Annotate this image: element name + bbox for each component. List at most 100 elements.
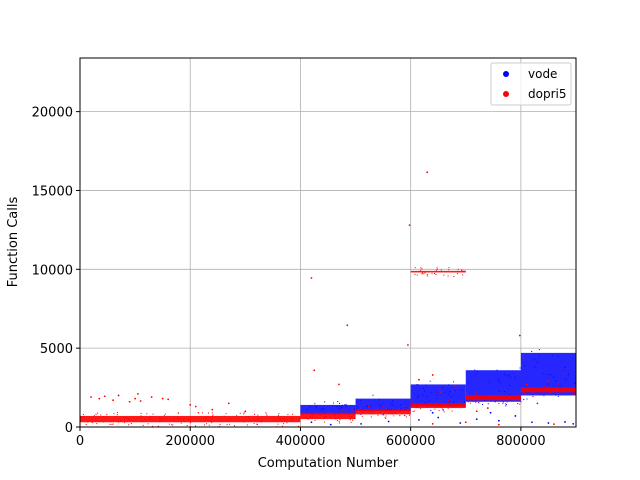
dopri5-outlier-point	[522, 356, 525, 359]
dopri5-point	[439, 399, 441, 401]
dopri5-point	[139, 415, 141, 417]
y-axis-label: Function Calls	[6, 197, 21, 288]
vode-point	[356, 407, 358, 409]
dopri5-outlier-point	[486, 407, 489, 409]
dopri5-point	[436, 267, 438, 269]
vode-point	[339, 405, 341, 407]
dopri5-point	[395, 410, 397, 412]
dopri5-point	[119, 420, 121, 422]
vode-outlier-point	[547, 422, 550, 424]
dopri5-point	[443, 274, 445, 276]
dopri5-outlier-point	[553, 423, 555, 426]
vode-point	[399, 404, 401, 406]
dopri5-point	[353, 410, 355, 412]
dopri5-point	[211, 417, 213, 419]
dopri5-point	[403, 414, 405, 416]
vode-point	[448, 384, 450, 386]
dopri5-point	[524, 393, 526, 395]
vode-point	[517, 403, 519, 405]
dopri5-outlier-point	[194, 405, 197, 408]
vode-point	[345, 403, 347, 405]
dopri5-point	[385, 407, 387, 409]
vode-point	[428, 401, 430, 403]
dopri5-point	[103, 421, 105, 423]
dopri5-point	[204, 424, 206, 426]
dopri5-point	[236, 415, 238, 417]
vode-point	[354, 409, 356, 411]
dopri5-point	[421, 273, 423, 275]
dopri5-point	[461, 270, 463, 272]
dopri5-point	[229, 423, 231, 425]
dopri5-point	[480, 397, 482, 399]
dopri5-point	[440, 400, 442, 402]
vode-point	[382, 414, 384, 416]
vode-point	[391, 408, 393, 410]
dopri5-point	[359, 407, 361, 409]
vode-outlier-point	[531, 421, 533, 424]
dopri5-point	[130, 423, 132, 425]
dopri5-outlier-point	[338, 383, 340, 386]
dopri5-point	[239, 412, 241, 414]
vode-point	[550, 374, 552, 376]
dopri5-outlier-point	[518, 334, 521, 337]
dopri5-point	[177, 412, 179, 414]
dopri5-point	[113, 413, 115, 415]
vode-outlier-point	[437, 416, 440, 419]
dopri5-point	[286, 422, 288, 424]
dopri5-point	[338, 420, 340, 422]
dopri5-point	[414, 267, 416, 269]
vode-point	[378, 403, 380, 405]
vode-density-band	[355, 398, 411, 412]
dopri5-point	[405, 416, 407, 418]
vode-point	[555, 394, 557, 396]
dopri5-point	[336, 420, 338, 422]
dopri5-point	[423, 273, 425, 275]
vode-point	[341, 404, 343, 406]
vode-point	[505, 403, 507, 405]
dopri5-point	[532, 395, 534, 397]
dopri5-point	[509, 392, 511, 394]
dopri5-point	[420, 408, 422, 410]
dopri5-point	[320, 412, 322, 414]
vode-point	[417, 384, 419, 386]
vode-outlier-point	[418, 419, 420, 421]
dopri5-point	[152, 413, 154, 415]
dopri5-point	[97, 412, 99, 414]
dopri5-point	[523, 393, 525, 395]
vode-point	[482, 403, 484, 405]
dopri5-point	[464, 270, 466, 272]
dopri5-point	[420, 269, 422, 271]
dopri5-point	[543, 385, 545, 387]
dopri5-point	[391, 409, 393, 411]
dopri5-point	[142, 424, 144, 426]
vode-point	[338, 407, 340, 409]
dopri5-point	[478, 402, 480, 404]
dopri5-point	[329, 411, 331, 413]
dopri5-point	[334, 414, 336, 416]
dopri5-point	[436, 406, 438, 408]
dopri5-point	[440, 406, 442, 408]
dopri5-point	[184, 421, 186, 423]
dopri5-point	[493, 394, 495, 396]
dopri5-point	[462, 274, 464, 276]
dopri5-point	[248, 416, 250, 418]
vode-point	[487, 403, 489, 405]
vode-point	[533, 358, 535, 360]
dopri5-point	[307, 418, 309, 420]
dopri5-point	[367, 405, 369, 407]
vode-outlier-point	[329, 423, 332, 426]
dopri5-outlier-point	[426, 171, 429, 174]
vode-point	[321, 407, 323, 409]
dopri5-point	[206, 423, 208, 425]
dopri5-point	[265, 412, 267, 414]
dopri5-point	[550, 391, 552, 393]
dopri5-point	[408, 414, 410, 416]
dopri5-point	[558, 389, 560, 391]
vode-point	[316, 405, 318, 407]
dopri5-point	[229, 417, 231, 419]
dopri5-point	[246, 416, 248, 418]
y-tick-label: 10000	[32, 263, 73, 278]
dopri5-point	[377, 407, 379, 409]
dopri5-point	[266, 413, 268, 415]
dopri5-outlier-point	[134, 397, 137, 400]
